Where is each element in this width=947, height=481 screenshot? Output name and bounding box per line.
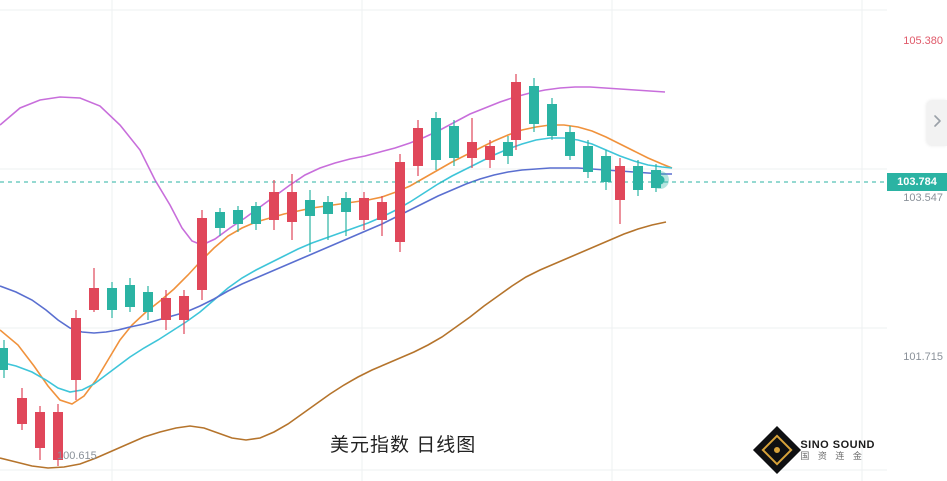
chart-caption: 美元指数 日线图 <box>330 435 477 456</box>
chevron-right-icon <box>933 114 942 133</box>
candles <box>0 74 661 466</box>
panel-expand-button[interactable] <box>927 100 947 146</box>
last-price-dot <box>655 175 665 185</box>
low-price-label: 100.615 <box>57 450 97 462</box>
watermark: SINO SOUND 国 资 连 金 <box>753 425 875 475</box>
axis-label-low: 101.715 <box>903 351 943 363</box>
chart-svg <box>0 0 887 481</box>
ma-line-brown <box>0 221 667 469</box>
ma-line-purple <box>0 86 666 246</box>
ma-line-orange <box>0 124 673 405</box>
brand-name-en: SINO SOUND <box>800 438 875 451</box>
price-axis[interactable]: 105.380 103.547 101.715 103.784 <box>887 0 947 481</box>
ma-line-cyan <box>0 137 673 393</box>
brand-logo-icon <box>753 425 802 475</box>
last-price-tag[interactable]: 103.784 <box>887 173 947 191</box>
axis-label-high: 105.380 <box>903 35 943 47</box>
grid-lines <box>0 0 887 481</box>
candlestick-chart[interactable]: 美元指数 日线图 100.615 <box>0 0 887 481</box>
brand-name-cn: 国 资 连 金 <box>800 451 865 462</box>
axis-label-mid: 103.547 <box>903 192 943 204</box>
ma-line-blue <box>0 167 672 334</box>
